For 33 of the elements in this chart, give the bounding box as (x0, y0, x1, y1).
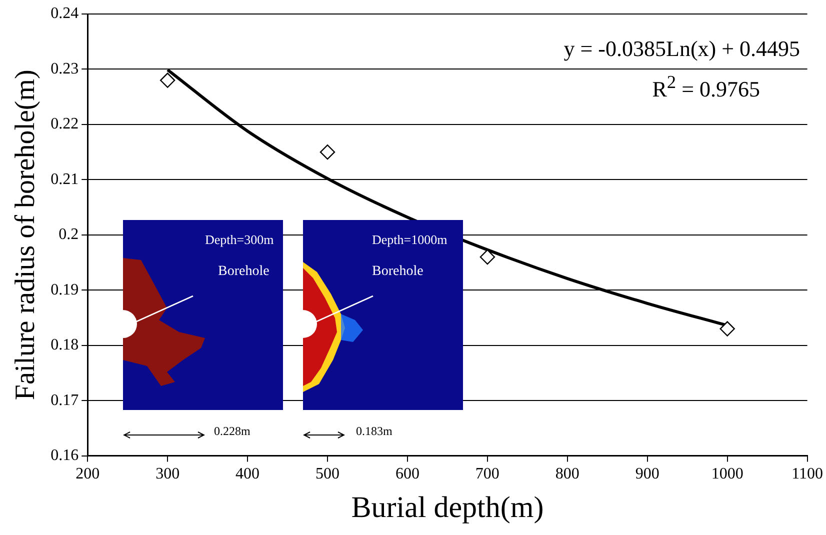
x-tick-label: 200 (76, 466, 100, 483)
y-tick-label: 0.2 (58, 226, 79, 244)
x-tick-label: 500 (316, 466, 340, 483)
y-tick-label: 0.22 (50, 116, 79, 133)
point (160, 72, 176, 88)
annotation: Depth=300m (205, 232, 274, 248)
y-tick-label: 0.19 (50, 281, 79, 298)
annotation: Depth=1000m (372, 232, 448, 248)
annotation: Borehole (218, 264, 270, 280)
annotation: 0.183m (356, 424, 392, 439)
x-tick-label: 600 (395, 466, 420, 483)
y-tick-label: 0.24 (50, 5, 79, 22)
annotation: Borehole (372, 264, 424, 280)
x-tick-label: 800 (555, 466, 580, 483)
x-axis-title: Burial depth(m) (351, 490, 544, 524)
point (720, 321, 735, 336)
x-tick-label: 1100 (792, 466, 823, 483)
x-tick-label: 900 (635, 466, 660, 483)
x-tick-label: 400 (236, 466, 260, 483)
y-tick-label: 0.23 (50, 60, 79, 78)
y-axis-title: Failure radius of borehole(m) (10, 70, 42, 400)
x-tick-label: 1000 (711, 466, 744, 483)
x-tick-label: 300 (156, 466, 180, 483)
x-tick-label: 700 (475, 466, 500, 483)
point (480, 249, 496, 265)
annotation: 0.228m (214, 424, 250, 439)
annotation: R$^{2}$ = 0.9765 (652, 72, 760, 102)
annotation: y = -0.0385Ln(x) + 0.4495 (564, 36, 800, 62)
y-tick-label: 0.21 (50, 170, 79, 188)
point (320, 144, 336, 160)
y-tick-label: 0.16 (50, 447, 79, 464)
y-tick-label: 0.18 (50, 336, 79, 354)
y-tick-label: 0.17 (50, 392, 79, 409)
